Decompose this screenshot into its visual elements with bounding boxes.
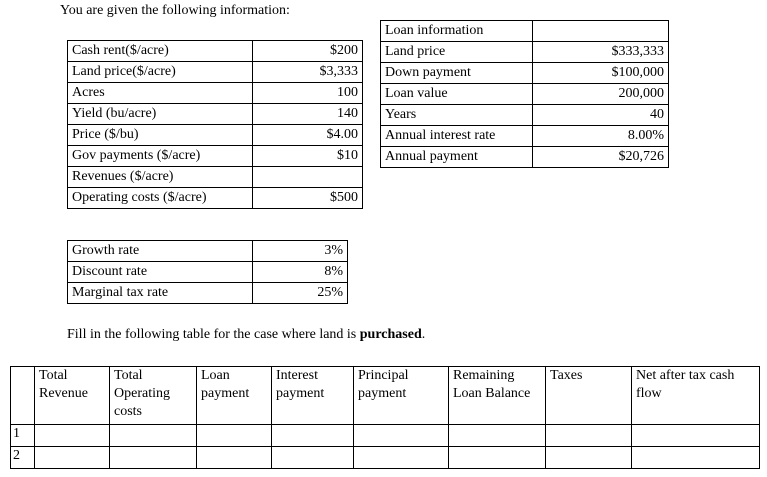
row-label: Loan information	[380, 20, 533, 42]
answer-cell[interactable]	[271, 446, 354, 469]
row-label: Annual interest rate	[380, 125, 533, 147]
loan-info-table: Loan information Land price $333,333 Down p…	[380, 20, 669, 168]
instruction-text: Fill in the following table for the case…	[67, 327, 426, 342]
answer-cell[interactable]	[631, 424, 760, 447]
row-label: Years	[380, 104, 533, 126]
table-row: Annual payment $20,726	[380, 146, 669, 168]
row-number: 1	[10, 424, 35, 447]
row-value: 25%	[252, 282, 348, 304]
rates-table: Growth rate 3% Discount rate 8% Marginal tax…	[67, 240, 348, 304]
row-value	[252, 166, 363, 188]
answer-cell[interactable]	[196, 446, 272, 469]
answer-cell[interactable]	[34, 446, 110, 469]
table-row: Growth rate 3%	[67, 240, 348, 262]
column-header: Loan payment	[196, 366, 272, 425]
column-header: Interest payment	[271, 366, 354, 425]
table-row: Revenues ($/acre)	[67, 166, 363, 188]
table-row: Cash rent($/acre) $200	[67, 40, 363, 62]
row-value: $10	[252, 145, 363, 167]
row-value: $3,333	[252, 61, 363, 83]
table-row: Loan information	[380, 20, 669, 42]
table-row: 2	[10, 446, 760, 469]
row-label: Revenues ($/acre)	[67, 166, 253, 188]
answer-cell[interactable]	[109, 424, 197, 447]
column-header: Net after tax cash flow	[631, 366, 760, 425]
row-value: $4.00	[252, 124, 363, 146]
table-row: Land price($/acre) $3,333	[67, 61, 363, 83]
column-header: Taxes	[545, 366, 632, 425]
answer-cell[interactable]	[353, 424, 449, 447]
row-label: Loan value	[380, 83, 533, 105]
intro-text: You are given the following information:	[60, 3, 290, 18]
row-label: Land price($/acre)	[67, 61, 253, 83]
row-label: Discount rate	[67, 261, 253, 283]
row-label: Marginal tax rate	[67, 282, 253, 304]
answer-cell[interactable]	[196, 424, 272, 447]
table-row: Land price $333,333	[380, 41, 669, 63]
table-row: Loan value 200,000	[380, 83, 669, 105]
column-header: Total Revenue	[34, 366, 110, 425]
answer-cell[interactable]	[353, 446, 449, 469]
table-row: 1	[10, 424, 760, 447]
table-row: Discount rate 8%	[67, 261, 348, 283]
column-header: Remaining Loan Balance	[448, 366, 546, 425]
row-label: Acres	[67, 82, 253, 104]
row-value: 40	[532, 104, 669, 126]
row-label: Operating costs ($/acre)	[67, 187, 253, 209]
row-value	[532, 20, 669, 42]
row-value: $333,333	[532, 41, 669, 63]
table-row: Years 40	[380, 104, 669, 126]
row-label: Price ($/bu)	[67, 124, 253, 146]
column-header	[10, 366, 35, 425]
row-label: Down payment	[380, 62, 533, 84]
answer-cell[interactable]	[34, 424, 110, 447]
row-number: 2	[10, 446, 35, 469]
answer-table: Total Revenue Total Operating costs Loan p…	[10, 366, 760, 469]
row-value: $500	[252, 187, 363, 209]
row-label: Land price	[380, 41, 533, 63]
row-value: $200	[252, 40, 363, 62]
row-value: 140	[252, 103, 363, 125]
answer-cell[interactable]	[631, 446, 760, 469]
row-value: 200,000	[532, 83, 669, 105]
row-value: 8%	[252, 261, 348, 283]
table-row: Marginal tax rate 25%	[67, 282, 348, 304]
column-header: Total Operating costs	[109, 366, 197, 425]
table-row: Annual interest rate 8.00%	[380, 125, 669, 147]
column-header: Principal payment	[353, 366, 449, 425]
table-row: Price ($/bu) $4.00	[67, 124, 363, 146]
farm-info-table: Cash rent($/acre) $200 Land price($/acre) $…	[67, 40, 363, 209]
answer-cell[interactable]	[545, 446, 632, 469]
table-row: Operating costs ($/acre) $500	[67, 187, 363, 209]
table-row: Gov payments ($/acre) $10	[67, 145, 363, 167]
row-value: 100	[252, 82, 363, 104]
row-value: $100,000	[532, 62, 669, 84]
answer-cell[interactable]	[545, 424, 632, 447]
row-label: Yield (bu/acre)	[67, 103, 253, 125]
table-row: Down payment $100,000	[380, 62, 669, 84]
row-value: 8.00%	[532, 125, 669, 147]
answer-cell[interactable]	[271, 424, 354, 447]
row-label: Gov payments ($/acre)	[67, 145, 253, 167]
table-row: Acres 100	[67, 82, 363, 104]
table-row: Yield (bu/acre) 140	[67, 103, 363, 125]
answer-cell[interactable]	[109, 446, 197, 469]
row-label: Cash rent($/acre)	[67, 40, 253, 62]
row-label: Annual payment	[380, 146, 533, 168]
row-value: $20,726	[532, 146, 669, 168]
row-value: 3%	[252, 240, 348, 262]
answer-cell[interactable]	[448, 446, 546, 469]
row-label: Growth rate	[67, 240, 253, 262]
answer-cell[interactable]	[448, 424, 546, 447]
